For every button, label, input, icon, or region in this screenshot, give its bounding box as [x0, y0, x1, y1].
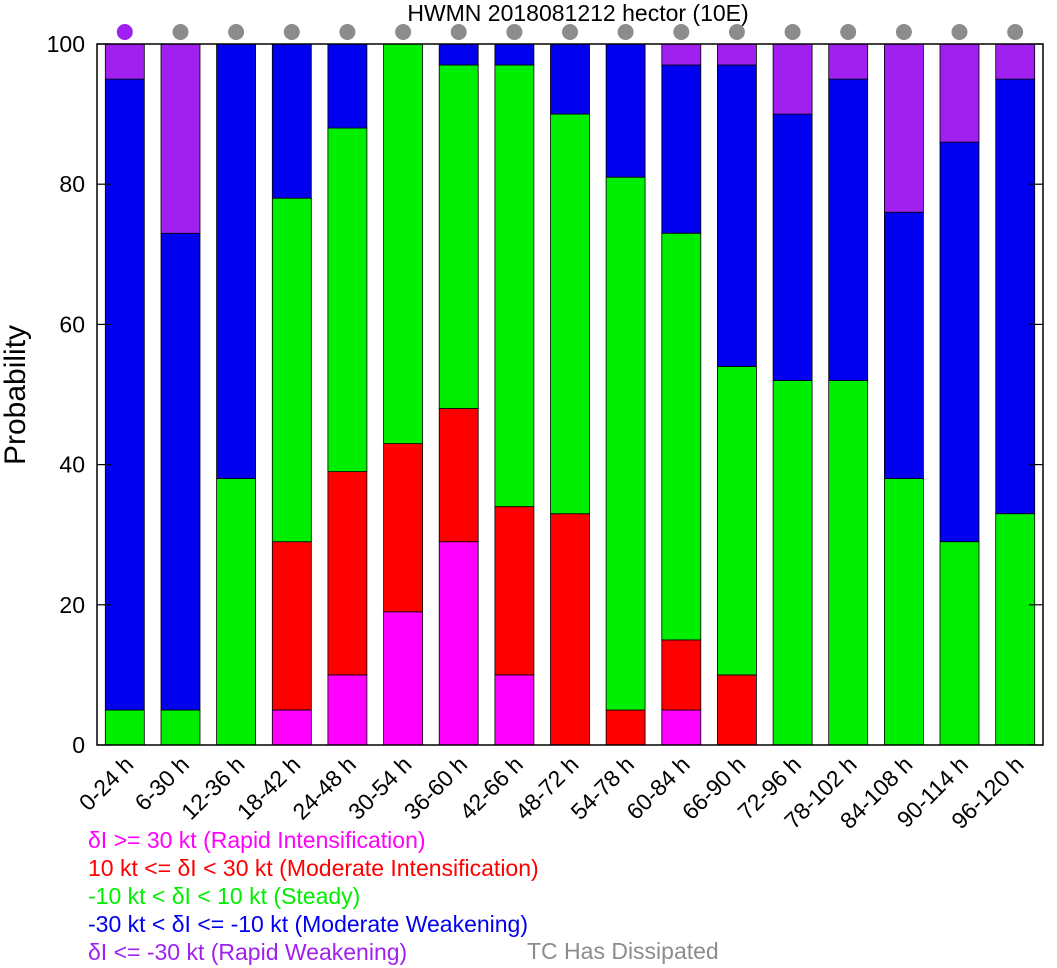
bar-segment-96-120-h-series-4	[995, 43, 1036, 80]
bar-segment-30-54-h-series-0	[383, 611, 424, 746]
bar-segment-90-114-h-series-4	[939, 43, 980, 143]
bar-segment-42-66-h-series-2	[494, 64, 535, 508]
bar-segment-78-102-h-series-4	[828, 43, 869, 80]
bar-segment-66-90-h-series-2	[717, 366, 757, 676]
y-tick-label-40: 40	[59, 452, 85, 478]
indicator-dot-42-66-h	[506, 24, 523, 40]
bar-segment-48-72-h-series-3	[550, 43, 590, 115]
indicator-dot-24-48-h	[339, 24, 356, 40]
bar-segment-36-60-h-series-1	[438, 408, 479, 543]
indicator-dot-36-60-h	[450, 24, 467, 40]
legend-item-dissipated: TC Has Dissipated	[527, 938, 719, 964]
bar-segment-90-114-h-series-3	[939, 141, 980, 543]
indicator-dot-60-84-h	[673, 24, 690, 40]
bar-segment-0-24-h-series-2	[104, 709, 145, 746]
bar-segment-66-90-h-series-1	[717, 674, 757, 746]
indicator-dot-6-30-h	[172, 24, 189, 40]
indicator-dot-12-36-h	[228, 24, 245, 40]
bar-segment-24-48-h-series-2	[327, 127, 368, 473]
indicator-dot-96-120-h	[1007, 24, 1024, 40]
axes-group	[96, 43, 1044, 746]
bar-segment-12-36-h-series-3	[216, 43, 257, 480]
indicator-dot-54-78-h	[617, 24, 634, 40]
legend-item-rapid-intensification: δI >= 30 kt (Rapid Intensification)	[88, 827, 426, 853]
bar-segment-84-108-h-series-3	[884, 211, 924, 479]
bar-segment-24-48-h-series-3	[327, 43, 368, 129]
bar-segment-60-84-h-series-3	[661, 64, 702, 234]
plot-frame	[96, 43, 1044, 746]
bar-segment-72-96-h-series-3	[772, 113, 813, 381]
bar-segment-72-96-h-series-2	[772, 380, 813, 746]
bar-segment-6-30-h-series-2	[160, 709, 201, 746]
bar-segment-42-66-h-series-1	[494, 506, 535, 676]
bar-segment-48-72-h-series-2	[550, 113, 590, 515]
legend-item-steady: -10 kt < δI < 10 kt (Steady)	[88, 883, 361, 909]
bar-segment-42-66-h-series-3	[494, 43, 535, 66]
bar-segment-48-72-h-series-1	[550, 513, 590, 746]
y-axis-label: Probability	[0, 325, 32, 465]
bar-segment-42-66-h-series-0	[494, 674, 535, 746]
y-tick-label-100: 100	[47, 31, 85, 57]
bar-segment-30-54-h-series-2	[383, 43, 424, 445]
bar-segment-36-60-h-series-3	[438, 43, 479, 66]
legend-item-rapid-weakening: δI <= -30 kt (Rapid Weakening)	[88, 939, 408, 965]
bar-segment-36-60-h-series-0	[438, 541, 479, 746]
bar-segment-66-90-h-series-3	[717, 64, 757, 367]
bar-segment-54-78-h-series-3	[605, 43, 646, 178]
bar-segment-6-30-h-series-3	[160, 232, 201, 711]
bar-segment-60-84-h-series-2	[661, 232, 702, 641]
bar-segment-0-24-h-series-4	[104, 43, 145, 80]
bar-segment-78-102-h-series-2	[828, 380, 869, 746]
bar-segment-0-24-h-series-3	[104, 78, 145, 711]
bar-segment-60-84-h-series-0	[661, 709, 702, 746]
y-tick-labels: 0 20 40 60 80 100	[47, 31, 85, 758]
y-tick-label-20: 20	[59, 592, 85, 618]
bar-segment-78-102-h-series-3	[828, 78, 869, 381]
bar-segment-84-108-h-series-2	[884, 478, 924, 746]
bar-segment-18-42-h-series-3	[271, 43, 312, 199]
indicator-dot-48-72-h	[562, 24, 578, 40]
chart-title: HWMN 2018081212 hector (10E)	[407, 0, 748, 26]
bar-segment-96-120-h-series-2	[995, 513, 1036, 746]
bar-segment-18-42-h-series-2	[271, 197, 312, 543]
bar-segment-60-84-h-series-1	[661, 639, 702, 711]
indicator-dot-84-108-h	[895, 24, 912, 40]
y-tick-label-0: 0	[72, 732, 85, 758]
indicator-dot-0-24-h	[116, 24, 133, 40]
bar-segment-96-120-h-series-3	[995, 78, 1036, 515]
bar-segment-84-108-h-series-4	[884, 43, 924, 213]
x-tick-labels: 0-24 h6-30 h12-36 h18-42 h24-48 h30-54 h…	[74, 751, 1029, 834]
bar-segment-36-60-h-series-2	[438, 64, 479, 409]
bar-segment-24-48-h-series-1	[327, 471, 368, 676]
bar-segment-24-48-h-series-0	[327, 674, 368, 746]
bar-segment-66-90-h-series-4	[717, 43, 757, 66]
indicator-dot-78-102-h	[840, 24, 857, 40]
y-tick-label-60: 60	[59, 311, 85, 337]
bar-segment-60-84-h-series-4	[661, 43, 702, 66]
bar-segment-54-78-h-series-1	[605, 709, 646, 746]
legend-item-moderate-intensification: 10 kt <= δI < 30 kt (Moderate Intensific…	[88, 855, 539, 881]
bar-segment-90-114-h-series-2	[939, 541, 980, 746]
indicator-dot-72-96-h	[784, 24, 801, 40]
bar-segment-18-42-h-series-1	[271, 541, 312, 711]
indicator-dot-90-114-h	[951, 24, 968, 40]
x-tick-label-0-24-h: 0-24 h	[74, 751, 139, 816]
indicator-dot-30-54-h	[395, 24, 412, 40]
bar-segment-72-96-h-series-4	[772, 43, 813, 115]
indicator-dot-18-42-h	[283, 24, 300, 40]
bar-segment-54-78-h-series-2	[605, 176, 646, 711]
indicator-dot-66-90-h	[728, 24, 745, 40]
y-tick-label-80: 80	[59, 171, 85, 197]
bar-segment-6-30-h-series-4	[160, 43, 201, 234]
bar-segment-30-54-h-series-1	[383, 443, 424, 613]
bar-segment-18-42-h-series-0	[271, 709, 312, 746]
bar-segment-12-36-h-series-2	[216, 478, 257, 746]
indicator-dots	[116, 24, 1024, 40]
bars-group	[104, 43, 1036, 746]
legend-item-moderate-weakening: -30 kt < δI <= -10 kt (Moderate Weakenin…	[88, 911, 529, 937]
legend: δI >= 30 kt (Rapid Intensification) 10 k…	[88, 826, 539, 966]
